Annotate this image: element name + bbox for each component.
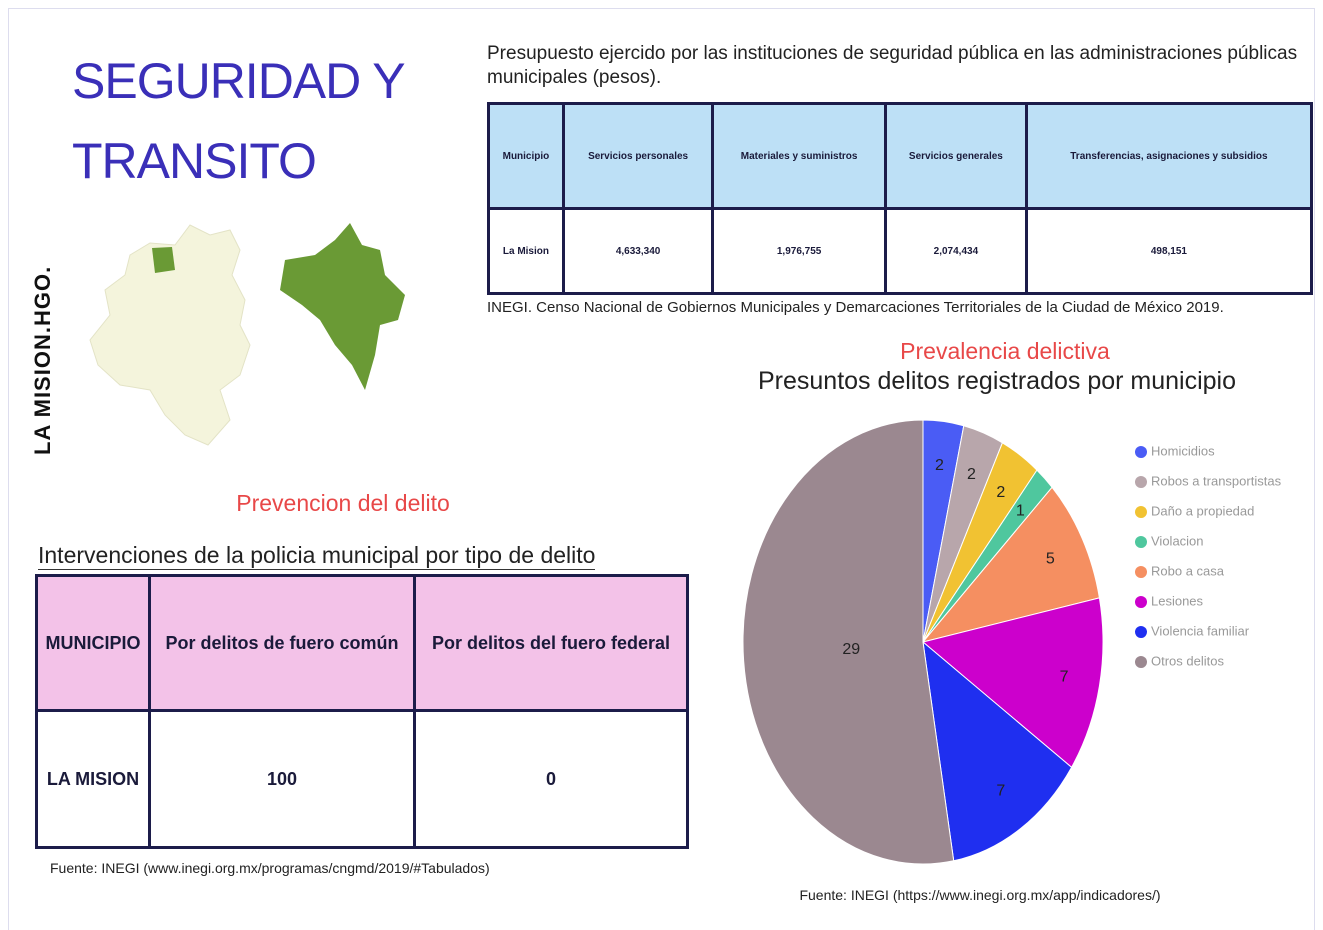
- legend-label: Robo a casa: [1151, 563, 1225, 578]
- municipality-highlight: [152, 247, 175, 273]
- chart-subtitle: Presuntos delitos registrados por munici…: [758, 367, 1236, 395]
- budget-title: Presupuesto ejercido por las institucion…: [487, 43, 1298, 88]
- title: TRANSITO: [72, 133, 317, 189]
- legend-swatch: [1135, 566, 1147, 578]
- frame: [8, 8, 1315, 930]
- legend-label: Otros delitos: [1151, 653, 1224, 668]
- legend-label: Robos a transportistas: [1151, 473, 1282, 488]
- legend-swatch: [1135, 446, 1147, 458]
- legend-label: Lesiones: [1151, 593, 1204, 608]
- cell: LA MISION: [35, 709, 151, 849]
- header-row: Municipio Servicios personales Materiale…: [487, 102, 1314, 210]
- slice-label: 7: [1060, 668, 1069, 685]
- pie-slice: [922, 640, 1073, 862]
- legend-swatch: [1135, 536, 1147, 548]
- side-label: LA MISION.HGO.: [30, 265, 55, 455]
- legend-swatch: [1135, 596, 1147, 608]
- chart-source: Fuente: INEGI (https://www.inegi.org.mx/…: [799, 887, 1160, 903]
- budget-table: Municipio Servicios personales Materiale…: [487, 102, 1314, 295]
- budget-source: INEGI. Censo Nacional de Gobiernos Munic…: [487, 299, 1224, 316]
- cell: 0: [413, 709, 689, 849]
- slice-label: 7: [996, 783, 1005, 800]
- legend-swatch: [1135, 656, 1147, 668]
- data-row: La Mision 4,633,340 1,976,755 2,074,434 …: [487, 207, 1314, 295]
- data-row: LA MISION 100 0: [35, 709, 689, 849]
- cell: 2,074,434: [883, 207, 1028, 295]
- cell: La Mision: [487, 207, 565, 295]
- state-map: [89, 224, 251, 446]
- prevention-subtitle: Intervenciones de la policia municipal p…: [38, 542, 596, 570]
- chart-title: Prevalencia delictiva: [900, 338, 1110, 364]
- title: SEGURIDAD Y: [72, 53, 406, 109]
- cell: 4,633,340: [561, 207, 715, 295]
- slice-label: 1: [1016, 502, 1025, 519]
- slice-label: 29: [842, 641, 860, 658]
- pie-slice: [921, 597, 1104, 769]
- cell: 1,976,755: [711, 207, 887, 295]
- legend-swatch: [1135, 506, 1147, 518]
- cell: 498,151: [1024, 207, 1314, 295]
- slice-label: 5: [1046, 550, 1055, 567]
- prevention-table: MUNICIPIO Por delitos de fuero común Por…: [35, 574, 689, 849]
- legend-label: Violencia familiar: [1151, 623, 1250, 638]
- prevention-title: Prevencion del delito: [236, 490, 450, 516]
- header-cell: Transferencias, asignaciones y subsidios: [1024, 102, 1314, 210]
- legend-label: Homicidios: [1151, 443, 1215, 458]
- slice-label: 2: [996, 484, 1005, 501]
- header-cell: Servicios generales: [883, 102, 1028, 210]
- municipality-map: [280, 223, 405, 390]
- header-cell: MUNICIPIO: [35, 574, 151, 712]
- legend-swatch: [1135, 476, 1147, 488]
- maps: [89, 223, 405, 446]
- cell: 100: [148, 709, 416, 849]
- pie-slice: [921, 486, 1100, 643]
- header-cell: Por delitos del fuero federal: [413, 574, 689, 712]
- header-row: MUNICIPIO Por delitos de fuero común Por…: [35, 574, 689, 712]
- header-cell: Servicios personales: [561, 102, 715, 210]
- slice-label: 2: [967, 466, 976, 483]
- prevention-source: Fuente: INEGI (www.inegi.org.mx/programa…: [50, 860, 490, 876]
- header-cell: Por delitos de fuero común: [148, 574, 416, 712]
- header-cell: Materiales y suministros: [711, 102, 887, 210]
- legend-swatch: [1135, 626, 1147, 638]
- header-cell: Municipio: [487, 102, 565, 210]
- legend-label: Daño a propiedad: [1151, 503, 1254, 518]
- pie-chart: Prevalencia delictiva Presuntos delitos …: [742, 338, 1282, 903]
- legend-label: Violacion: [1151, 533, 1204, 548]
- pie-slice: [742, 419, 955, 865]
- slice-label: 2: [935, 457, 944, 474]
